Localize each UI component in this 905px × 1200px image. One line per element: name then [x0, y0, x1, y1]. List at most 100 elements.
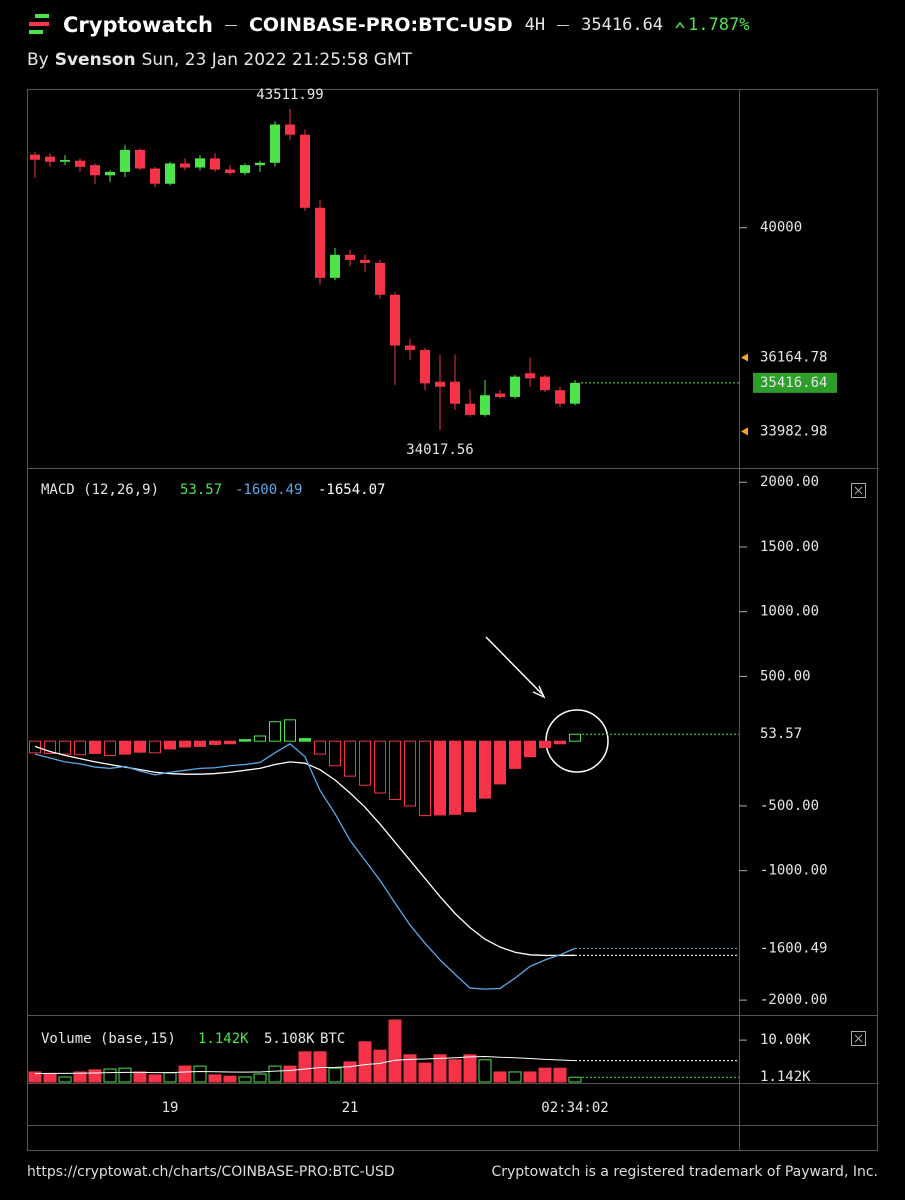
candle-body [285, 124, 295, 135]
legend-label: Volume (base,15) [41, 1031, 176, 1047]
histogram-bar [239, 739, 251, 742]
volume-bar [373, 1049, 387, 1083]
histogram-bar [419, 740, 431, 817]
candle-body [75, 160, 85, 167]
y-tick-label: 10.00K [760, 1032, 811, 1048]
y-tick-label: 500.00 [760, 668, 811, 684]
close-x [854, 1034, 863, 1043]
volume-bar [178, 1065, 192, 1083]
volume-bar [463, 1054, 477, 1083]
price-tag [753, 372, 837, 393]
y-tick-label: 1500.00 [760, 539, 819, 555]
histogram-bar [104, 740, 116, 756]
volume-bar [493, 1071, 507, 1083]
y-tick-label: 2000.00 [760, 474, 819, 490]
candle-body [390, 294, 400, 346]
separator [557, 24, 570, 26]
url: https://cryptowat.ch/charts/COINBASE-PRO… [27, 1164, 395, 1180]
y-tick-label: -500.00 [760, 798, 819, 814]
candle-body [375, 262, 385, 295]
macd-line [34, 742, 576, 990]
price-tag-label: 35416.64 [760, 375, 827, 391]
candle-body [315, 207, 325, 278]
candle-body [30, 154, 40, 160]
histogram-bar [479, 740, 491, 799]
histogram-bar [374, 740, 386, 794]
candle-body [300, 134, 310, 208]
histogram-bar [59, 740, 71, 755]
histogram-bar [179, 740, 191, 748]
histogram-bar [359, 740, 371, 786]
legend-macd: -1600.49 [235, 482, 302, 498]
high-label: 43511.99 [256, 87, 323, 103]
candle-body [105, 171, 115, 176]
candle-body [360, 259, 370, 263]
macd-tag: -1600.49 [760, 940, 827, 956]
logo-bar [29, 22, 49, 26]
volume-bar [523, 1071, 537, 1083]
interval: 4H [524, 15, 546, 35]
volume-bar [388, 1019, 402, 1083]
histogram-bar [254, 735, 266, 742]
candle-body [480, 395, 490, 415]
footer: https://cryptowat.ch/charts/COINBASE-PRO… [27, 1164, 878, 1180]
legend-signal: -1654.07 [318, 482, 385, 498]
candle-body [90, 165, 100, 176]
frame-border [27, 89, 878, 1151]
volume-bar [193, 1065, 207, 1083]
subheader: By Svenson Sun, 23 Jan 2022 21:25:58 GMT [27, 50, 412, 70]
candle-body [525, 373, 535, 379]
histogram-bar [149, 740, 161, 754]
logo [29, 14, 49, 34]
candle-body [210, 158, 220, 170]
candle-body [540, 376, 550, 391]
volume-bar [238, 1076, 252, 1083]
histogram-bar [554, 740, 566, 745]
volume-bar [538, 1067, 552, 1083]
candle-body [405, 345, 415, 350]
legend-ma: 5.108K [264, 1031, 315, 1047]
header: Cryptowatch COINBASE-PRO:BTC-USD 4H 3541… [27, 12, 749, 38]
brand: Cryptowatch [63, 13, 213, 37]
candle-body [45, 156, 55, 162]
candle-body [450, 381, 460, 404]
timer: 02:34:02 [541, 1100, 608, 1116]
trademark: Cryptowatch is a registered trademark of… [491, 1164, 878, 1180]
volume-bar [343, 1061, 357, 1083]
close-button[interactable] [851, 483, 866, 498]
candle-body [135, 149, 145, 169]
close-box[interactable] [851, 1031, 866, 1046]
y-tick-label: 1000.00 [760, 604, 819, 620]
histogram-tag: 53.57 [760, 726, 802, 742]
change: 1.787% [675, 15, 749, 35]
candle-body [465, 403, 475, 415]
candle-body [165, 163, 175, 184]
histogram-bar [284, 719, 296, 742]
up-arrow [675, 21, 685, 29]
volume-bar [313, 1051, 327, 1083]
histogram-bar [404, 740, 416, 807]
close-box[interactable] [851, 483, 866, 498]
volume-bar [223, 1075, 237, 1083]
volume-bar [253, 1073, 267, 1083]
volume-bar [103, 1068, 117, 1083]
close-button[interactable] [851, 1031, 866, 1046]
marker-arrow [741, 353, 748, 362]
author: Svenson [54, 50, 136, 70]
histogram-bar [134, 740, 146, 753]
candle-body [330, 254, 340, 278]
histogram-bar [164, 740, 176, 750]
volume-tag: 1.142K [760, 1069, 811, 1085]
close-x [854, 486, 863, 495]
histogram-bar [494, 740, 506, 785]
candle-body [435, 381, 445, 387]
candle-body [240, 165, 250, 173]
volume-bar [208, 1074, 222, 1083]
separator [224, 24, 237, 26]
volume-bar [403, 1054, 417, 1083]
volume-bar [88, 1069, 102, 1083]
histogram-bar [119, 740, 131, 755]
histogram-bar [209, 740, 221, 745]
